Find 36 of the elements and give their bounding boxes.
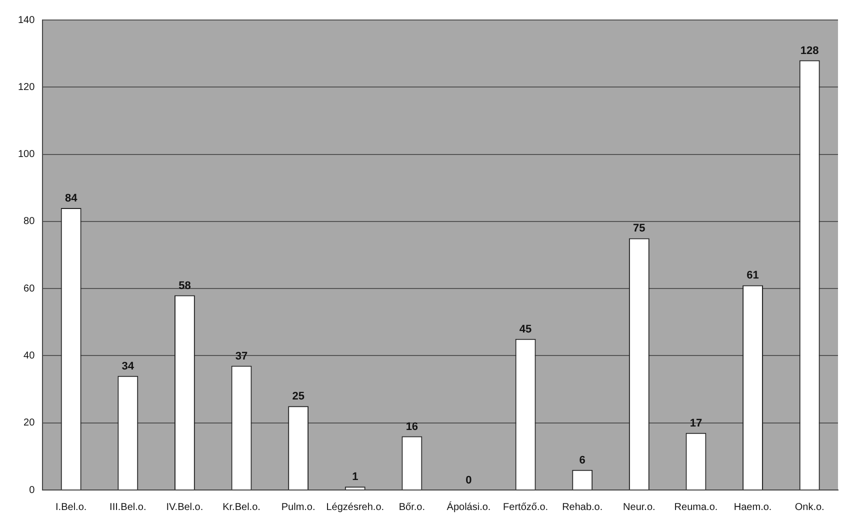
data-label: 84 [64, 192, 78, 205]
y-tick-label: 60 [24, 283, 36, 294]
x-tick-label: IV.Bel.o. [166, 502, 204, 513]
x-tick-label: Kr.Bel.o. [222, 502, 260, 513]
data-label: 58 [178, 280, 191, 292]
x-tick-label: III.Bel.o. [110, 502, 146, 513]
data-label: 1 [352, 471, 358, 484]
x-tick-label: Bőr.o. [398, 502, 426, 513]
x-tick-label: Reuma.o. [674, 502, 718, 513]
x-tick-label: Rehab.o. [562, 502, 603, 513]
x-tick-label: Pulm.o. [281, 502, 316, 513]
data-label: 61 [746, 270, 759, 282]
data-label: 34 [122, 360, 135, 372]
x-tick-label: Ápolási.o. [446, 500, 491, 513]
data-label: 17 [690, 417, 702, 430]
data-label: 45 [519, 323, 532, 336]
data-label: 25 [292, 390, 304, 403]
y-tick-label: 140 [18, 14, 36, 26]
data-label: 6 [579, 454, 586, 466]
y-tick-label: 40 [24, 350, 36, 362]
y-tick-label: 0 [29, 484, 36, 496]
x-tick-label: Haem.o. [734, 502, 772, 513]
data-label: 75 [633, 222, 646, 235]
x-tick-label: Fertőző.o. [503, 502, 548, 513]
y-tick-label: 100 [18, 149, 36, 160]
x-tick-label: Neur.o. [623, 502, 656, 513]
y-tick-label: 120 [18, 82, 36, 93]
x-tick-label: I.Bel.o. [56, 502, 87, 513]
data-label: 16 [406, 420, 418, 433]
data-label: 0 [466, 474, 472, 487]
data-label: 37 [235, 350, 248, 362]
y-tick-label: 80 [24, 216, 36, 228]
x-tick-label: Légzésreh.o. [326, 502, 384, 513]
y-tick-label: 20 [24, 418, 36, 429]
data-label: 128 [800, 44, 819, 57]
x-tick-label: Onk.o. [794, 502, 824, 513]
